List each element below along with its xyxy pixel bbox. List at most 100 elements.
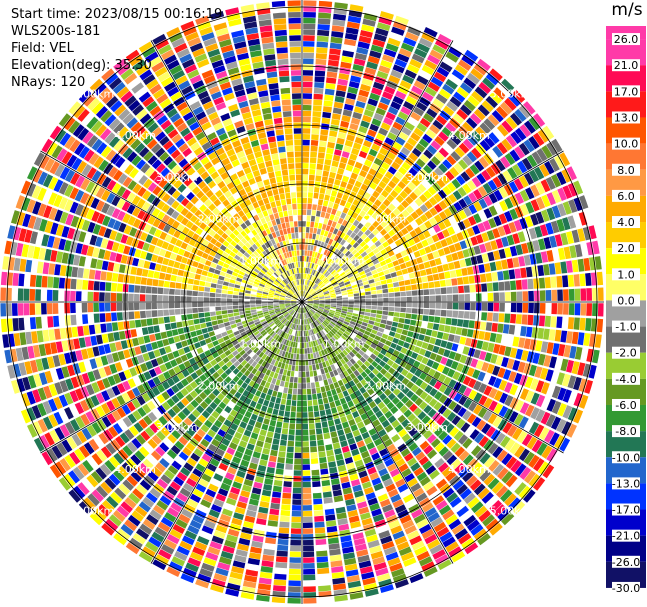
- velocity-gate: [410, 111, 422, 122]
- velocity-gate: [384, 224, 392, 233]
- velocity-gate: [143, 223, 152, 233]
- velocity-gate: [283, 345, 288, 352]
- velocity-gate: [434, 167, 444, 177]
- velocity-gate: [201, 185, 211, 194]
- velocity-gate: [336, 137, 345, 145]
- velocity-gate: [297, 256, 300, 262]
- velocity-gate: [130, 471, 142, 483]
- velocity-gate: [173, 335, 181, 343]
- velocity-gate: [291, 298, 297, 301]
- velocity-gate: [265, 203, 272, 210]
- velocity-gate: [172, 350, 180, 358]
- velocity-gate: [230, 275, 237, 281]
- velocity-gate: [185, 31, 199, 42]
- velocity-gate: [270, 252, 276, 258]
- velocity-gate: [70, 290, 76, 301]
- velocity-gate: [534, 226, 543, 238]
- velocity-gate: [390, 101, 402, 111]
- velocity-gate: [488, 132, 500, 144]
- velocity-gate: [294, 447, 302, 453]
- velocity-gate: [278, 146, 286, 153]
- velocity-gate: [212, 380, 220, 388]
- velocity-gate: [278, 315, 284, 320]
- velocity-gate: [339, 224, 345, 232]
- velocity-gate: [275, 379, 281, 386]
- velocity-gate: [217, 279, 224, 285]
- velocity-gate: [142, 518, 156, 530]
- velocity-gate: [461, 537, 475, 550]
- velocity-gate: [384, 509, 396, 519]
- velocity-gate: [308, 256, 312, 263]
- velocity-gate: [534, 290, 540, 301]
- velocity-gate: [108, 118, 121, 131]
- velocity-gate: [296, 285, 299, 292]
- velocity-gate: [463, 99, 476, 112]
- velocity-gate: [160, 474, 172, 485]
- velocity-gate: [123, 349, 131, 359]
- velocity-gate: [270, 275, 276, 280]
- velocity-gate: [157, 302, 163, 309]
- velocity-gate: [285, 305, 291, 308]
- velocity-gate: [190, 266, 197, 273]
- velocity-gate: [433, 521, 447, 533]
- velocity-gate: [322, 200, 329, 207]
- velocity-gate: [72, 105, 86, 119]
- velocity-gate: [468, 275, 475, 284]
- velocity-gate: [186, 477, 197, 488]
- velocity-gate: [93, 156, 104, 169]
- velocity-gate: [356, 255, 363, 261]
- velocity-gate: [264, 381, 271, 389]
- velocity-gate: [267, 269, 274, 275]
- velocity-gate: [501, 120, 514, 133]
- velocity-gate: [277, 53, 289, 60]
- velocity-gate: [171, 329, 179, 336]
- velocity-gate: [300, 261, 302, 268]
- velocity-gate: [267, 261, 273, 268]
- velocity-gate: [362, 114, 372, 123]
- velocity-gate: [333, 369, 339, 376]
- velocity-gate: [290, 52, 301, 59]
- velocity-gate: [266, 431, 274, 438]
- velocity-gate: [497, 124, 509, 137]
- velocity-gate: [179, 106, 191, 117]
- velocity-gate: [317, 24, 330, 31]
- velocity-gate: [283, 387, 288, 394]
- velocity-gate: [153, 271, 160, 279]
- velocity-gate: [147, 155, 158, 166]
- velocity-gate: [248, 380, 256, 387]
- velocity-gate: [129, 275, 136, 284]
- velocity-gate: [443, 246, 451, 255]
- velocity-gate: [128, 311, 135, 320]
- velocity-gate: [273, 300, 279, 302]
- velocity-gate: [280, 331, 285, 337]
- velocity-gate: [52, 237, 61, 249]
- velocity-gate: [137, 336, 145, 345]
- velocity-gate: [364, 528, 377, 537]
- velocity-gate: [307, 394, 312, 401]
- velocity-gate: [203, 302, 210, 307]
- velocity-gate: [427, 512, 440, 523]
- velocity-gate: [282, 111, 292, 118]
- velocity-gate: [316, 41, 329, 48]
- velocity-gate: [220, 171, 229, 180]
- velocity-gate: [252, 201, 260, 209]
- velocity-gate: [250, 304, 256, 308]
- velocity-gate: [68, 120, 81, 134]
- velocity-gate: [346, 574, 360, 583]
- velocity-gate: [560, 261, 568, 274]
- velocity-gate: [453, 201, 463, 212]
- velocity-gate: [332, 154, 341, 162]
- velocity-gate: [149, 170, 159, 181]
- velocity-gate: [312, 116, 321, 123]
- velocity-gate: [452, 190, 462, 201]
- velocity-gate: [262, 307, 268, 311]
- velocity-gate: [302, 285, 304, 291]
- velocity-gate: [292, 203, 297, 210]
- velocity-gate: [285, 405, 291, 412]
- velocity-gate: [185, 244, 194, 252]
- velocity-gate: [303, 285, 305, 291]
- velocity-gate: [215, 147, 225, 156]
- velocity-gate: [330, 431, 338, 438]
- velocity-gate: [87, 280, 94, 291]
- velocity-gate: [307, 298, 313, 301]
